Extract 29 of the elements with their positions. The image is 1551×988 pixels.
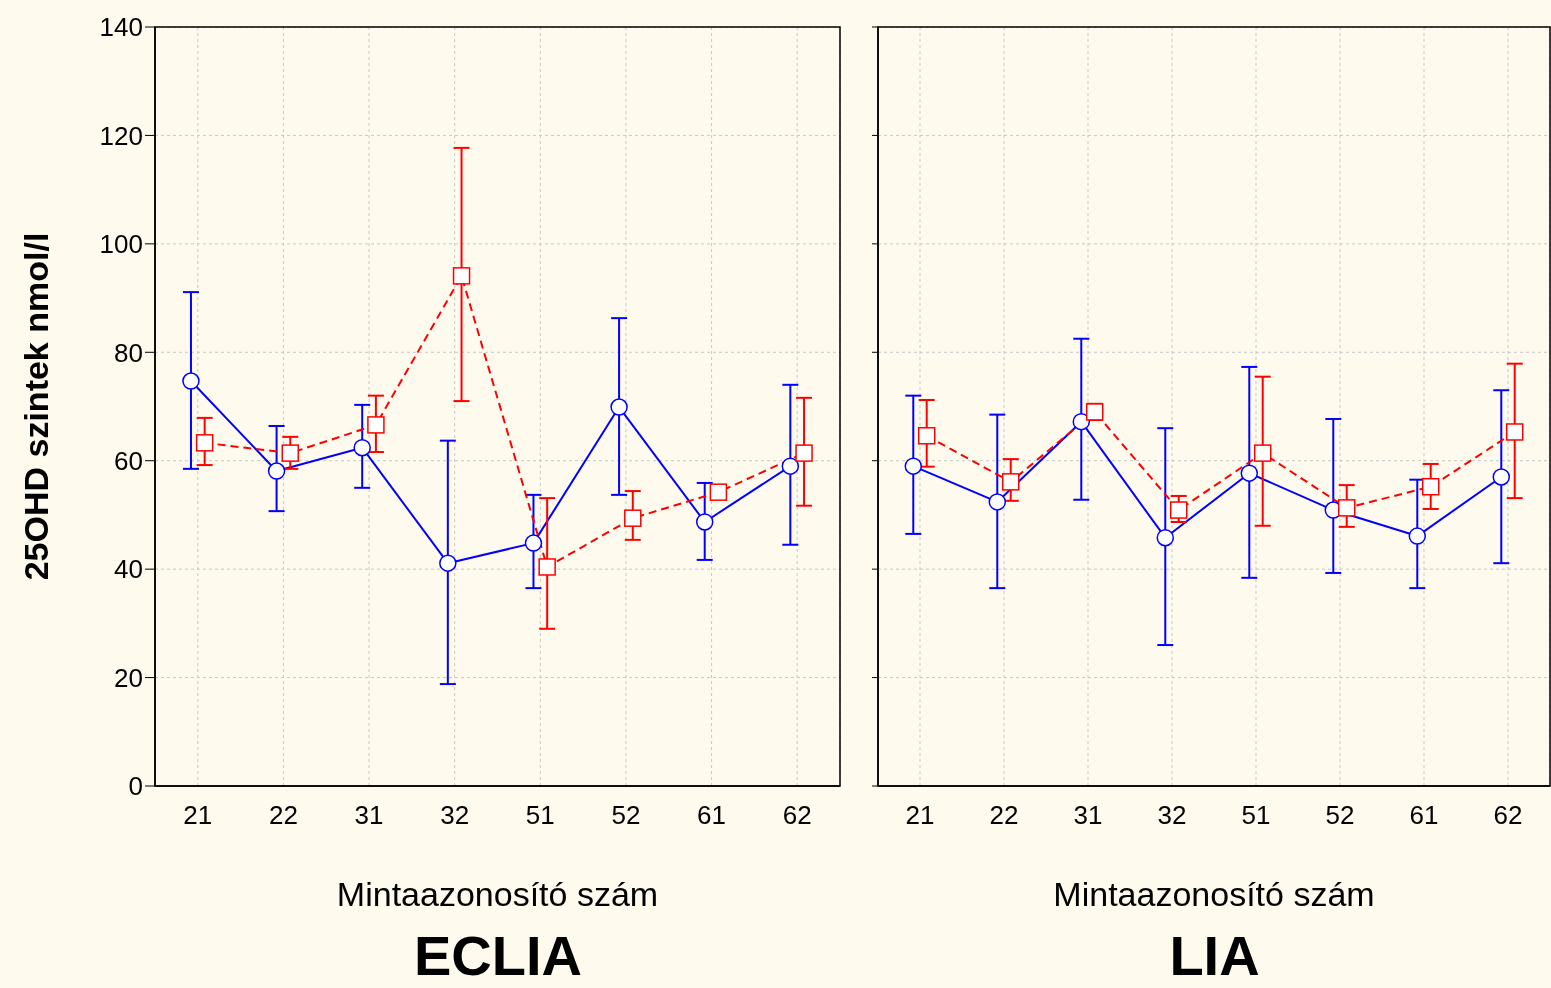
- x-tick-label: 52: [1325, 800, 1355, 831]
- x-tick-label: 31: [354, 800, 384, 831]
- y-tick-label: 40: [114, 554, 143, 585]
- x-tick-label: 31: [1073, 800, 1103, 831]
- x-tick-label: 32: [440, 800, 470, 831]
- y-tick-label: 60: [114, 445, 143, 476]
- x-tick-label: 22: [989, 800, 1019, 831]
- x-axis-title: Mintaazonosító szám: [1053, 875, 1375, 913]
- y-tick-label: 120: [99, 120, 143, 151]
- x-tick-label: 62: [1493, 800, 1523, 831]
- text: ECLIA: [413, 924, 583, 987]
- x-tick-label: 51: [1241, 800, 1271, 831]
- x-tick-label: 32: [1157, 800, 1187, 831]
- x-tick-label: 52: [611, 800, 641, 831]
- x-tick-label: 21: [905, 800, 935, 831]
- x-tick-label: 61: [697, 800, 727, 831]
- y-tick-label: 80: [114, 337, 143, 368]
- x-tick-label: 62: [782, 800, 812, 831]
- x-tick-label: 51: [525, 800, 555, 831]
- x-tick-label: 22: [268, 800, 298, 831]
- x-tick-label: 21: [183, 800, 213, 831]
- x-tick-label: 61: [1409, 800, 1439, 831]
- y-tick-label: 20: [114, 662, 143, 693]
- y-tick-label: 100: [99, 229, 143, 260]
- text: LIA: [1168, 924, 1261, 987]
- y-tick-label: 0: [128, 771, 143, 802]
- y-tick-label: 140: [99, 12, 143, 43]
- y-axis-title: 25OHD szintek nmol/l: [17, 232, 56, 581]
- x-axis-title: Mintaazonosító szám: [336, 875, 659, 913]
